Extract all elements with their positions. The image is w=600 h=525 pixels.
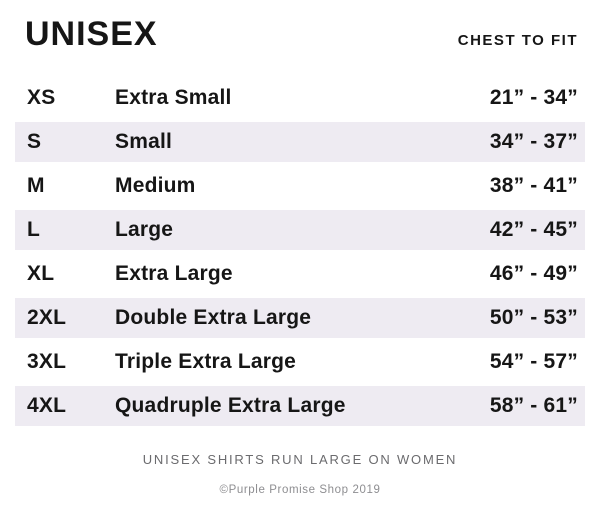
chest-range-cell: 54” - 57” bbox=[489, 350, 578, 373]
size-name-cell: Double Extra Large bbox=[115, 306, 312, 329]
size-name-cell: Triple Extra Large bbox=[115, 350, 297, 373]
size-code-cell: 4XL bbox=[27, 394, 67, 417]
chest-to-fit-column-header: CHEST TO FIT bbox=[457, 32, 578, 49]
size-code-cell: L bbox=[27, 218, 41, 241]
table-row: 4XL Quadruple Extra Large 58” - 61” bbox=[15, 386, 585, 426]
size-name-cell: Large bbox=[115, 218, 174, 241]
table-row: S Small 34” - 37” bbox=[15, 122, 585, 162]
size-code-cell: M bbox=[27, 174, 45, 197]
chest-range-cell: 58” - 61” bbox=[489, 394, 578, 417]
chest-range-cell: 42” - 45” bbox=[489, 218, 578, 241]
size-table-body: XS Extra Small 21” - 34” S Small 34” - 3… bbox=[15, 78, 585, 426]
size-name-cell: Extra Small bbox=[115, 86, 232, 109]
chest-range-cell: 21” - 34” bbox=[489, 86, 578, 109]
chest-range-cell: 46” - 49” bbox=[489, 262, 578, 285]
table-row: XS Extra Small 21” - 34” bbox=[15, 78, 585, 118]
page-title: UNISEX bbox=[25, 15, 158, 53]
fit-note: UNISEX SHIRTS RUN LARGE ON WOMEN bbox=[142, 452, 458, 467]
size-code-cell: 3XL bbox=[27, 350, 67, 373]
table-row: 2XL Double Extra Large 50” - 53” bbox=[15, 298, 585, 338]
chest-range-cell: 38” - 41” bbox=[489, 174, 578, 197]
size-name-cell: Quadruple Extra Large bbox=[115, 394, 346, 417]
size-name-cell: Extra Large bbox=[115, 262, 233, 285]
size-code-cell: 2XL bbox=[27, 306, 67, 329]
size-code-cell: S bbox=[27, 130, 42, 153]
size-name-cell: Medium bbox=[115, 174, 196, 197]
table-row: XL Extra Large 46” - 49” bbox=[15, 254, 585, 294]
copyright-text: ©Purple Promise Shop 2019 bbox=[219, 484, 381, 496]
table-row: M Medium 38” - 41” bbox=[15, 166, 585, 206]
size-code-cell: XS bbox=[27, 86, 56, 109]
chart-header: UNISEX CHEST TO FIT bbox=[0, 0, 600, 58]
chest-range-cell: 34” - 37” bbox=[489, 130, 578, 153]
table-row: L Large 42” - 45” bbox=[15, 210, 585, 250]
size-code-cell: XL bbox=[27, 262, 55, 285]
chest-range-cell: 50” - 53” bbox=[489, 306, 578, 329]
size-name-cell: Small bbox=[115, 130, 173, 153]
table-row: 3XL Triple Extra Large 54” - 57” bbox=[15, 342, 585, 382]
